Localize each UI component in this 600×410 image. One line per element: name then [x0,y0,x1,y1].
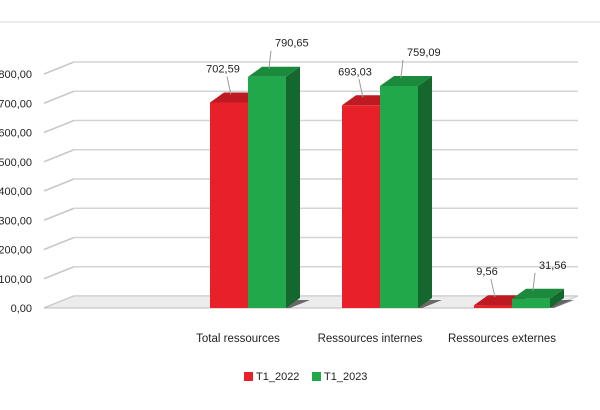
bar [380,75,442,308]
bar-front [380,85,418,308]
data-label: 9,56 [476,266,497,278]
label-leader [268,50,272,69]
gridline-side [43,149,75,163]
gridline-side [43,236,75,251]
bar-front [474,305,512,308]
y-tick-label: 700,00 [0,98,32,110]
bar [512,288,574,308]
y-tick-label: 300,00 [0,215,32,227]
gridlines [43,61,578,309]
y-tick-label: 100,00 [0,274,32,286]
label-leader [226,76,232,95]
label-leader [400,59,404,79]
gridline-side [43,119,75,134]
bar-front [210,102,248,308]
data-label: 693,03 [338,66,372,78]
bar-top [248,66,300,77]
y-tick-label: 800,00 [0,69,32,81]
gridline-side [43,61,75,75]
y-tick-label: 200,00 [0,245,32,257]
y-tick-label: 600,00 [0,128,32,140]
bar [248,66,310,308]
x-category-label: Ressources externes [448,333,556,345]
x-category-label: Ressources internes [318,333,423,345]
bar-side [418,75,432,308]
y-tick-label: 0,00 [11,303,32,315]
gridline-side [43,266,75,280]
label-leader [490,279,496,298]
gridline-side [43,207,75,221]
legend-swatch [244,372,253,381]
bar-front [248,76,286,308]
y-tick-label: 500,00 [0,157,32,169]
legend-label: T1_2023 [324,371,367,383]
x-category-label: Total ressources [196,333,280,345]
label-leader [358,79,364,98]
data-label: 759,09 [407,47,441,59]
legend: T1_2022 T1_2023 [244,371,367,383]
x-axis-categories: Total ressources Ressources internes Resso… [196,333,556,345]
bar-side [286,66,300,308]
bar-top [380,75,432,86]
bar-front [342,105,380,308]
legend-swatch [312,372,321,381]
data-labels: 702,59 790,65 693,03 759,09 9,56 31,56 [206,38,567,298]
gridline-side [43,90,75,104]
bars [210,66,574,308]
data-label: 31,56 [539,260,567,272]
label-leader [532,272,536,291]
bar-side [550,288,564,308]
y-axis-ticks: 0,00 100,00 200,00 300,00 400,00 500,00 600,00… [0,69,32,315]
data-label: 790,65 [275,38,309,50]
y-tick-label: 400,00 [0,186,32,198]
legend-label: T1_2022 [256,371,299,383]
data-label: 702,59 [206,63,240,75]
bar-top [512,288,564,299]
bar-front [512,298,550,308]
gridline-side [43,178,75,192]
